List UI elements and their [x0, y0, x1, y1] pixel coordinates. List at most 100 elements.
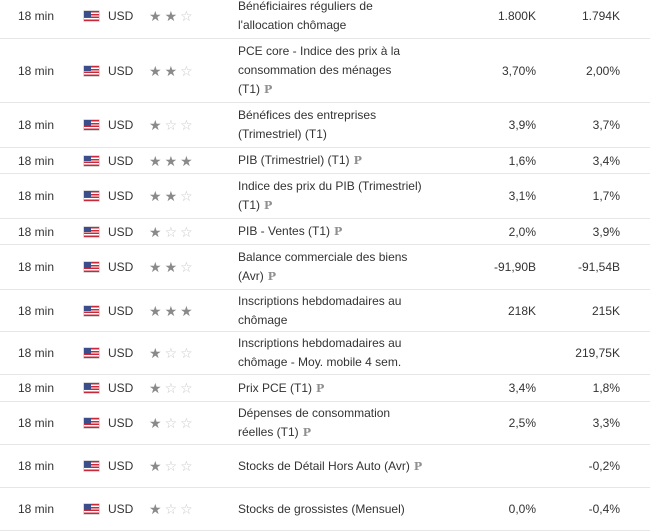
event-name-link[interactable]: Stocks de Détail Hors Auto (Avr) P — [238, 457, 422, 476]
table-row[interactable]: 18 min USD ★ ★ ☆ PCE core - Indice des prix à… — [0, 39, 650, 103]
currency-code: USD — [108, 459, 134, 473]
flag-cell — [84, 332, 99, 374]
previous-value: -0,2% — [588, 459, 620, 473]
actual-value: -91,90B — [493, 260, 536, 274]
actual-value: 218K — [507, 303, 536, 318]
importance-stars: ★ ☆ ☆ — [149, 332, 196, 374]
event-cell[interactable]: PIB (Trimestriel) (T1) P — [238, 148, 428, 173]
event-name[interactable]: Prix PCE (T1) — [238, 380, 313, 395]
event-cell[interactable]: PIB - Ventes (T1) P — [238, 219, 428, 244]
event-cell[interactable]: Balance commerciale des biens (Avr) P — [238, 245, 428, 289]
event-name-link[interactable]: PIB (Trimestriel) (T1) P — [238, 151, 362, 170]
previous-value: 3,4% — [592, 153, 620, 168]
event-cell[interactable]: PCE core - Indice des prix à la consomma… — [238, 39, 428, 102]
us-flag-icon — [84, 418, 99, 428]
table-row[interactable]: 18 min USD ★ ☆ ☆ Bénéfices des entreprises (T… — [0, 103, 650, 148]
actual-value: 3,70% — [501, 63, 536, 78]
table-row[interactable]: 18 min USD ★ ★ ★ Inscriptions hebdomadaires a… — [0, 290, 650, 332]
table-row[interactable]: 18 min USD ★ ★ ☆ Indice des prix du PIB (Trim… — [0, 174, 650, 219]
flag-cell — [84, 148, 99, 173]
star-filled-icon: ★ — [164, 259, 178, 275]
event-cell[interactable]: Stocks de Détail Hors Auto (Avr) P — [238, 445, 428, 487]
flag-cell — [84, 39, 99, 102]
table-row[interactable]: 18 min USD ★ ☆ ☆ Inscriptions hebdomadaires a… — [0, 332, 650, 375]
star-filled-icon: ★ — [164, 188, 178, 204]
event-name[interactable]: Dépenses de consommation réelles (T1) — [238, 406, 391, 439]
event-name[interactable]: PCE core - Indice des prix à la consomma… — [238, 44, 401, 96]
importance-stars: ★ ★ ☆ — [149, 245, 196, 289]
event-name-link[interactable]: Indice des prix du PIB (Trimestriel) (T1… — [238, 177, 428, 215]
event-name-link[interactable]: Dépenses de consommation réelles (T1) P — [238, 404, 428, 442]
star-empty-icon: ☆ — [164, 223, 178, 240]
event-cell[interactable]: Stocks de grossistes (Mensuel) — [238, 488, 428, 530]
table-row[interactable]: 18 min USD ★ ☆ ☆ Stocks de Détail Hors Auto (… — [0, 445, 650, 488]
importance-stars: ★ ☆ ☆ — [149, 375, 196, 401]
event-cell[interactable]: Bénéfices des entreprises (Trimestriel) … — [238, 103, 428, 147]
star-empty-icon: ☆ — [164, 458, 178, 474]
event-name-link[interactable]: Bénéfices des entreprises (Trimestriel) … — [238, 106, 428, 144]
event-name-link[interactable]: PCE core - Indice des prix à la consomma… — [238, 42, 428, 99]
currency-code: USD — [108, 224, 134, 239]
table-row[interactable]: 18 min USD ★ ☆ ☆ Stocks de grossistes (Mensue… — [0, 488, 650, 531]
flag-cell — [84, 402, 99, 444]
event-time: 18 min — [18, 224, 55, 239]
event-cell[interactable]: Prix PCE (T1) P — [238, 375, 428, 401]
flag-cell — [84, 103, 99, 147]
event-name-link[interactable]: Stocks de grossistes (Mensuel) — [238, 500, 405, 519]
event-cell[interactable]: Inscriptions hebdomadaires au chômage - … — [238, 332, 428, 374]
event-cell[interactable]: Dépenses de consommation réelles (T1) P — [238, 402, 428, 444]
table-row[interactable]: 18 min USD ★ ☆ ☆ PIB - Ventes (T1) P 2,0% 3,9% — [0, 219, 650, 245]
event-name[interactable]: Balance commerciale des biens (Avr) — [238, 250, 408, 283]
event-cell[interactable]: Indice des prix du PIB (Trimestriel) (T1… — [238, 174, 428, 218]
us-flag-icon — [84, 305, 99, 316]
previous-value: 3,7% — [592, 118, 620, 132]
table-row[interactable]: 18 min USD ★ ☆ ☆ Dépenses de consommation rée… — [0, 402, 650, 445]
preliminary-p-icon: P — [264, 83, 273, 96]
event-name[interactable]: Indice des prix du PIB (Trimestriel) (T1… — [238, 179, 422, 212]
event-cell[interactable]: Bénéficiaires réguliers de l'allocation … — [238, 0, 428, 38]
event-name[interactable]: Stocks de grossistes (Mensuel) — [238, 501, 405, 516]
us-flag-icon — [84, 65, 99, 76]
event-name[interactable]: PIB (Trimestriel) (T1) — [238, 153, 350, 167]
star-empty-icon: ☆ — [180, 188, 193, 204]
star-filled-icon: ★ — [149, 302, 162, 319]
event-name[interactable]: Inscriptions hebdomadaires au chômage — [238, 293, 402, 327]
event-name-link[interactable]: Balance commerciale des biens (Avr) P — [238, 248, 428, 286]
previous-value: 1.794K — [581, 9, 620, 23]
event-time: 18 min — [18, 153, 55, 168]
event-name-link[interactable]: Prix PCE (T1) P — [238, 379, 324, 398]
event-time: 18 min — [18, 63, 55, 78]
flag-cell — [84, 0, 99, 38]
preliminary-p-icon: P — [267, 270, 277, 283]
importance-stars: ★ ★ ☆ — [149, 0, 196, 38]
star-empty-icon: ☆ — [180, 117, 193, 133]
event-name[interactable]: Inscriptions hebdomadaires au chômage - … — [238, 336, 402, 369]
us-flag-icon — [84, 504, 99, 514]
importance-stars: ★ ★ ☆ — [149, 174, 196, 218]
event-name-link[interactable]: Inscriptions hebdomadaires au chômage — [238, 292, 428, 330]
us-flag-icon — [84, 11, 99, 21]
event-name[interactable]: Bénéfices des entreprises (Trimestriel) … — [238, 108, 377, 141]
event-name[interactable]: PIB - Ventes (T1) — [238, 224, 331, 238]
us-flag-icon — [84, 191, 99, 201]
table-row[interactable]: 18 min USD ★ ★ ☆ Bénéficiaires réguliers de l… — [0, 0, 650, 39]
event-name-link[interactable]: PIB - Ventes (T1) P — [238, 222, 342, 241]
table-row[interactable]: 18 min USD ★ ★ ☆ Balance commerciale des bien… — [0, 245, 650, 290]
previous-value: 219,75K — [575, 346, 620, 360]
event-time: 18 min — [18, 9, 55, 23]
event-name-link[interactable]: Inscriptions hebdomadaires au chômage - … — [238, 334, 428, 372]
event-name[interactable]: Stocks de Détail Hors Auto (Avr) — [238, 458, 410, 473]
star-filled-icon: ★ — [164, 62, 178, 79]
event-name[interactable]: Bénéficiaires réguliers de l'allocation … — [238, 0, 373, 32]
table-row[interactable]: 18 min USD ★ ★ ★ PIB (Trimestriel) (T1) P 1,6% 3… — [0, 148, 650, 174]
star-filled-icon: ★ — [149, 62, 162, 79]
star-empty-icon: ☆ — [164, 501, 178, 517]
event-name-link[interactable]: Bénéficiaires réguliers de l'allocation … — [238, 0, 428, 35]
event-cell[interactable]: Inscriptions hebdomadaires au chômage — [238, 290, 428, 331]
currency-code: USD — [108, 118, 134, 132]
actual-value: 1,6% — [508, 153, 536, 168]
us-flag-icon — [84, 348, 99, 358]
importance-stars: ★ ☆ ☆ — [149, 488, 196, 530]
table-row[interactable]: 18 min USD ★ ☆ ☆ Prix PCE (T1) P 3,4% 1,8% — [0, 375, 650, 402]
us-flag-icon — [84, 226, 99, 237]
